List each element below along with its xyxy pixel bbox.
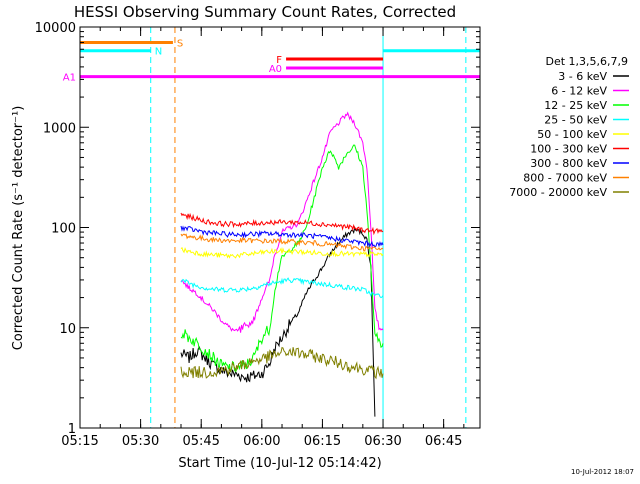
- x-tick-label: 05:15: [61, 434, 98, 449]
- state-bar-label: F: [276, 55, 282, 66]
- state-bar-label: S: [177, 39, 183, 50]
- y-axis-label: Corrected Count Rate (s⁻¹ detector⁻¹): [11, 106, 26, 351]
- legend-label: 800 - 7000 keV: [523, 172, 607, 185]
- x-axis-label: Start Time (10-Jul-12 05:14:42): [178, 456, 381, 471]
- x-tick-label: 05:30: [122, 434, 159, 449]
- series-line-0: [180, 226, 376, 417]
- legend-title: Det 1,3,5,6,7,9: [545, 55, 628, 68]
- legend-label: 3 - 6 keV: [558, 70, 607, 83]
- legend-label: 100 - 300 keV: [530, 143, 607, 156]
- x-tick-label: 06:00: [243, 434, 280, 449]
- chart-title: HESSI Observing Summary Count Rates, Cor…: [74, 3, 456, 21]
- series-line-5: [180, 212, 384, 236]
- footer-timestamp: 10-Jul-2012 18:07: [571, 468, 634, 476]
- legend-label: 25 - 50 keV: [544, 114, 607, 127]
- x-tick-label: 06:45: [425, 434, 462, 449]
- state-bar-label: A0: [269, 64, 282, 75]
- x-tick-label: 05:45: [182, 434, 219, 449]
- series-line-3: [180, 277, 384, 299]
- y-tick-label: 100: [51, 222, 76, 237]
- legend-label: 50 - 100 keV: [537, 128, 607, 141]
- state-bar-label: A1: [63, 73, 76, 84]
- state-bar-label: N: [155, 47, 162, 58]
- series-line-8: [180, 346, 384, 380]
- y-tick-label: 1: [68, 422, 76, 437]
- series-line-4: [180, 246, 384, 259]
- y-tick-label: 1000: [43, 121, 76, 136]
- legend-label: 7000 - 20000 keV: [509, 186, 607, 199]
- legend-label: 6 - 12 keV: [551, 85, 607, 98]
- legend-label: 300 - 800 keV: [530, 157, 607, 170]
- plot-area: S N FA0 A1 1 10 100 1000 10000 05:15 05:30 05:45 06:…: [35, 21, 481, 449]
- legend-label: 12 - 25 keV: [544, 99, 607, 112]
- y-tick-label: 10000: [35, 21, 76, 36]
- x-tick-label: 06:15: [304, 434, 341, 449]
- series-line-6: [180, 225, 384, 248]
- series-line-7: [180, 233, 384, 252]
- x-tick-label: 06:30: [364, 434, 401, 449]
- y-tick-label: 10: [59, 322, 76, 337]
- series-line-2: [180, 144, 384, 373]
- series-line-1: [180, 111, 384, 333]
